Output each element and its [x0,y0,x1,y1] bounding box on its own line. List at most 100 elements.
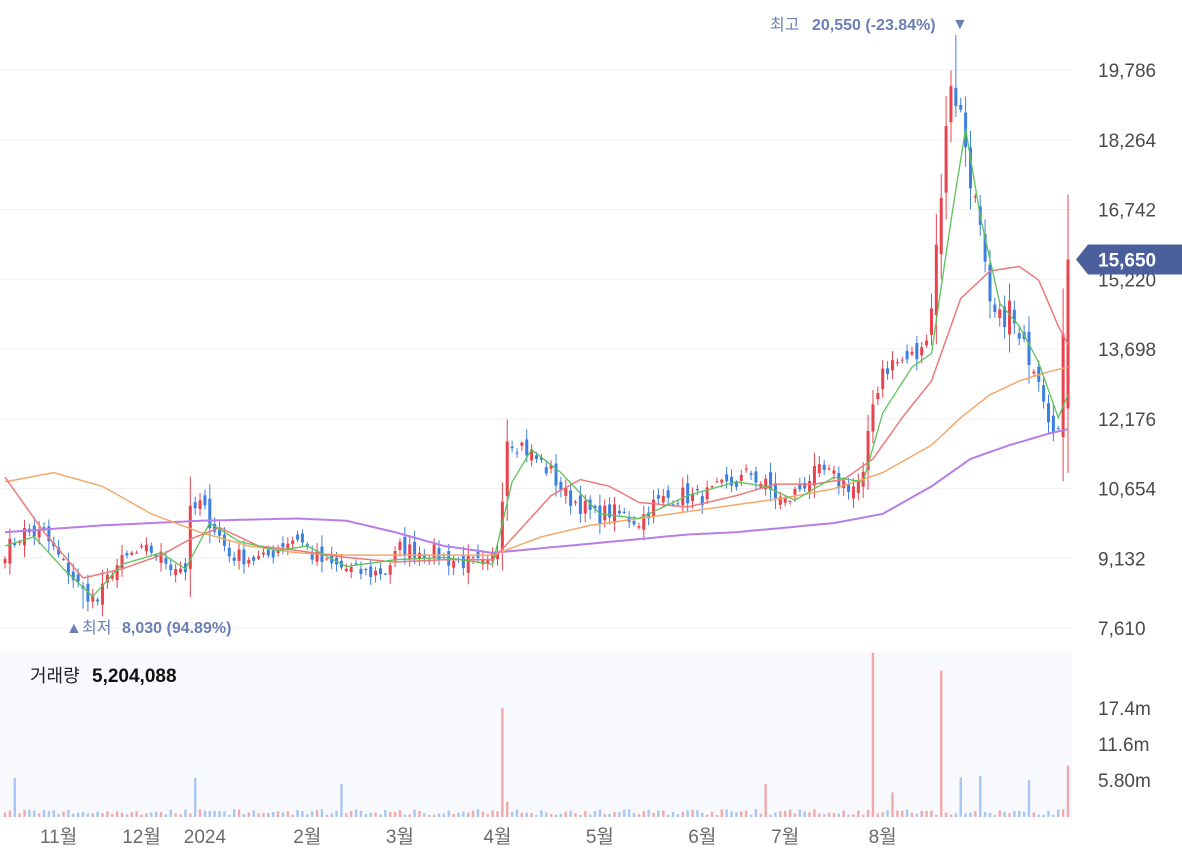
candle-body [203,495,207,506]
candle-body [252,556,256,561]
volume-bar [588,814,592,817]
volume-bar [3,812,7,817]
volume-bar [720,809,723,817]
volume-bar [735,812,738,817]
candle-body [1066,259,1070,409]
candle-body [866,431,870,470]
candle-body [900,359,904,361]
candle-body [681,487,685,506]
high-marker-arrow: ▼ [952,16,968,33]
volume-bar [1066,765,1070,817]
candle-body [144,544,148,552]
volume-bar [57,813,60,817]
volume-bar [72,813,75,817]
volume-bar [915,813,919,817]
month-label: 5월 [586,826,614,848]
candle-body [86,583,90,602]
candle-body [232,557,236,561]
candle-body [466,555,470,573]
volume-bar [506,801,509,817]
volume-bar [398,810,402,817]
volume-bar [876,813,880,817]
volume-bar [754,809,758,817]
candle-body [135,552,139,554]
volume-bar [208,810,211,817]
volume-current: 5,204,088 [92,666,177,687]
price-tick-label: 13,698 [1098,340,1156,361]
candle-body [198,500,202,510]
volume-bar [652,812,655,817]
candle-body [783,497,787,503]
candle-body [715,481,719,483]
candle-body [925,340,929,346]
volume-bar [47,811,51,817]
volume-bar [413,809,416,817]
price-tick-label: 10,654 [1098,480,1157,501]
volume-bar [247,812,251,817]
candle-body [47,526,51,542]
volume-bar [457,812,460,817]
volume-bar [442,813,446,817]
volume-bar [1037,814,1040,817]
volume-bar [359,810,363,817]
volume-bar [213,810,216,817]
candle-body [793,488,797,495]
volume-bar [866,810,870,817]
candle-body [647,512,651,519]
candle-body [754,471,758,483]
volume-bar [42,809,46,817]
candle-body [583,500,587,514]
volume-bar [179,814,182,817]
candle-body [159,551,163,564]
candle-body [208,498,212,529]
candle-body [530,449,534,461]
volume-bar [813,809,816,817]
price-tick-label: 16,742 [1098,201,1156,222]
volume-bar [496,811,499,817]
volume-bar [964,813,967,817]
candle-body [886,368,890,374]
volume-bar [603,814,606,817]
candle-body [808,480,812,492]
volume-tick-label: 11.6m [1098,735,1149,756]
month-label: 2월 [293,826,321,848]
candle-body [993,304,997,313]
candle-body [637,526,641,528]
volume-bar [783,811,787,817]
volume-bar [111,813,114,817]
candle-body [222,534,226,546]
candle-body [281,543,285,548]
candle-body [296,534,300,540]
volume-bar [310,811,314,817]
volume-bar [271,812,275,817]
volume-bar [627,809,631,817]
volume-bar [827,812,831,817]
candle-body [452,561,456,568]
candle-body [695,489,699,491]
candle-body [578,495,582,515]
volume-bar [315,810,319,817]
ma20-line [4,265,1069,579]
volume-bar [276,811,280,817]
volume-bar [189,813,192,817]
low-marker-arrow: ▲ [66,620,82,637]
volume-bar [164,814,168,817]
volume-bar [140,814,143,817]
volume-bar [808,812,811,817]
candle-body [520,442,524,446]
candle-body [1012,309,1016,324]
candle-body [749,473,753,475]
candle-body [325,558,329,560]
ma60-line [4,366,1069,556]
volume-bar [81,811,85,817]
volume-bar [662,810,665,817]
volume-bar [393,812,397,817]
candle-body [374,570,378,576]
candles [3,34,1070,617]
volume-bar [998,810,1001,817]
price-axis-labels: 19,786 18,264 16,742 15,220 13,698 12,176 10,6… [1098,61,1157,640]
candle-body [408,544,412,559]
candle-body [700,496,704,506]
volume-tick-label: 5.80m [1098,771,1151,792]
candle-body [413,541,417,558]
